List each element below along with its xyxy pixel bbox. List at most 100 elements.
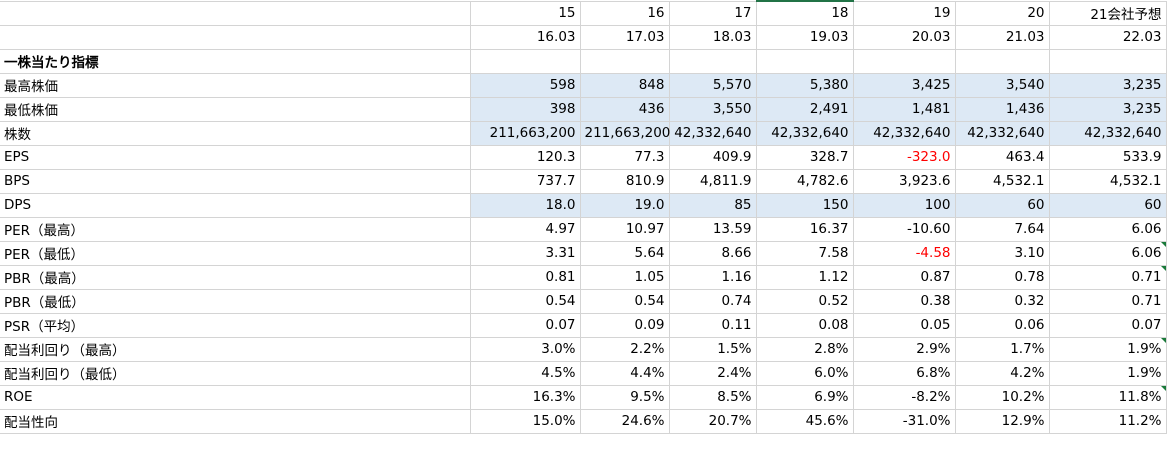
data-cell[interactable]: 42,332,640	[853, 121, 956, 146]
data-cell[interactable]: 1.7%	[955, 337, 1050, 362]
cell-date[interactable]: 16.03	[470, 25, 581, 50]
data-cell[interactable]: 0.54	[470, 289, 581, 314]
data-cell[interactable]: 42,332,640	[756, 121, 854, 146]
data-cell[interactable]: 737.7	[470, 169, 581, 194]
data-cell[interactable]: 1.9%	[1049, 337, 1167, 362]
data-cell[interactable]: 150	[756, 193, 854, 218]
section-title[interactable]: 一株当たり指標	[0, 49, 471, 74]
cell-period[interactable]: 16	[580, 0, 670, 26]
data-cell[interactable]: 3,425	[853, 73, 956, 98]
cell-period[interactable]: 21会社予想	[1049, 0, 1167, 26]
data-cell[interactable]: -8.2%	[853, 385, 956, 410]
data-cell[interactable]: 60	[1049, 193, 1167, 218]
data-cell[interactable]: 3.10	[955, 241, 1050, 266]
data-cell[interactable]: 3,540	[955, 73, 1050, 98]
data-cell[interactable]: 2.8%	[756, 337, 854, 362]
cell-header-corner[interactable]	[0, 25, 471, 50]
row-label[interactable]: 最高株価	[0, 73, 471, 98]
data-cell[interactable]: 6.06	[1049, 241, 1167, 266]
data-cell[interactable]: 0.38	[853, 289, 956, 314]
row-label[interactable]: PSR（平均）	[0, 313, 471, 338]
data-cell[interactable]: 18.0	[470, 193, 581, 218]
data-cell[interactable]: 0.71	[1049, 289, 1167, 314]
data-cell[interactable]: 16.3%	[470, 385, 581, 410]
data-cell[interactable]: 2.2%	[580, 337, 670, 362]
row-label[interactable]: PER（最高）	[0, 217, 471, 242]
data-cell[interactable]: 3.31	[470, 241, 581, 266]
data-cell[interactable]: 6.06	[1049, 217, 1167, 242]
data-cell[interactable]: 77.3	[580, 145, 670, 170]
data-cell[interactable]: 0.08	[756, 313, 854, 338]
data-cell[interactable]: 20.7%	[669, 409, 757, 434]
cell-empty[interactable]	[470, 49, 581, 74]
cell-date[interactable]: 17.03	[580, 25, 670, 50]
data-cell[interactable]: 4,811.9	[669, 169, 757, 194]
data-cell[interactable]: 0.52	[756, 289, 854, 314]
data-cell[interactable]: 2.9%	[853, 337, 956, 362]
data-cell[interactable]: 8.66	[669, 241, 757, 266]
data-cell[interactable]: 120.3	[470, 145, 581, 170]
row-label[interactable]: PBR（最低）	[0, 289, 471, 314]
data-cell[interactable]: 3,235	[1049, 97, 1167, 122]
row-label[interactable]: PER（最低）	[0, 241, 471, 266]
data-cell[interactable]: 0.54	[580, 289, 670, 314]
cell-period[interactable]: 17	[669, 0, 757, 26]
data-cell[interactable]: 85	[669, 193, 757, 218]
data-cell[interactable]: 533.9	[1049, 145, 1167, 170]
cell-period[interactable]: 19	[853, 0, 956, 26]
cell-empty[interactable]	[853, 49, 956, 74]
cell-period[interactable]: 20	[955, 0, 1050, 26]
data-cell[interactable]: 16.37	[756, 217, 854, 242]
data-cell[interactable]: 0.06	[955, 313, 1050, 338]
data-cell[interactable]: 11.8%	[1049, 385, 1167, 410]
data-cell[interactable]: 4.5%	[470, 361, 581, 386]
data-cell[interactable]: -31.0%	[853, 409, 956, 434]
data-cell[interactable]: 0.09	[580, 313, 670, 338]
data-cell[interactable]: 463.4	[955, 145, 1050, 170]
data-cell[interactable]: 0.81	[470, 265, 581, 290]
data-cell[interactable]: 5,380	[756, 73, 854, 98]
cell-header-corner[interactable]	[0, 0, 471, 26]
data-cell[interactable]: 60	[955, 193, 1050, 218]
data-cell[interactable]: 6.8%	[853, 361, 956, 386]
cell-date[interactable]: 22.03	[1049, 25, 1167, 50]
data-cell[interactable]: 2.4%	[669, 361, 757, 386]
data-cell[interactable]: 810.9	[580, 169, 670, 194]
data-cell[interactable]: 211,663,200	[580, 121, 670, 146]
data-cell[interactable]: 3.0%	[470, 337, 581, 362]
data-cell[interactable]: 5.64	[580, 241, 670, 266]
row-label[interactable]: 配当性向	[0, 409, 471, 434]
data-cell[interactable]: 4.4%	[580, 361, 670, 386]
row-label[interactable]: PBR（最高）	[0, 265, 471, 290]
data-cell[interactable]: 328.7	[756, 145, 854, 170]
data-cell[interactable]: 398	[470, 97, 581, 122]
data-cell[interactable]: 1.12	[756, 265, 854, 290]
row-label[interactable]: 最低株価	[0, 97, 471, 122]
data-cell[interactable]: 1.16	[669, 265, 757, 290]
data-cell[interactable]: 0.05	[853, 313, 956, 338]
data-cell[interactable]: 1.9%	[1049, 361, 1167, 386]
row-label[interactable]: 配当利回り（最低）	[0, 361, 471, 386]
data-cell[interactable]: 7.64	[955, 217, 1050, 242]
data-cell[interactable]: 3,923.6	[853, 169, 956, 194]
cell-date[interactable]: 19.03	[756, 25, 854, 50]
data-cell[interactable]: 45.6%	[756, 409, 854, 434]
cell-date[interactable]: 21.03	[955, 25, 1050, 50]
row-label[interactable]: 配当利回り（最高）	[0, 337, 471, 362]
data-cell[interactable]: 0.07	[1049, 313, 1167, 338]
data-cell[interactable]: 4,532.1	[1049, 169, 1167, 194]
cell-period[interactable]: 18	[756, 0, 854, 26]
row-label[interactable]: ROE	[0, 385, 471, 410]
data-cell[interactable]: 1,436	[955, 97, 1050, 122]
data-cell[interactable]: 5,570	[669, 73, 757, 98]
data-cell[interactable]: 0.11	[669, 313, 757, 338]
data-cell[interactable]: 9.5%	[580, 385, 670, 410]
cell-date[interactable]: 18.03	[669, 25, 757, 50]
cell-empty[interactable]	[580, 49, 670, 74]
data-cell[interactable]: 10.97	[580, 217, 670, 242]
data-cell[interactable]: -4.58	[853, 241, 956, 266]
row-label[interactable]: 株数	[0, 121, 471, 146]
data-cell[interactable]: 15.0%	[470, 409, 581, 434]
cell-empty[interactable]	[756, 49, 854, 74]
data-cell[interactable]: 10.2%	[955, 385, 1050, 410]
